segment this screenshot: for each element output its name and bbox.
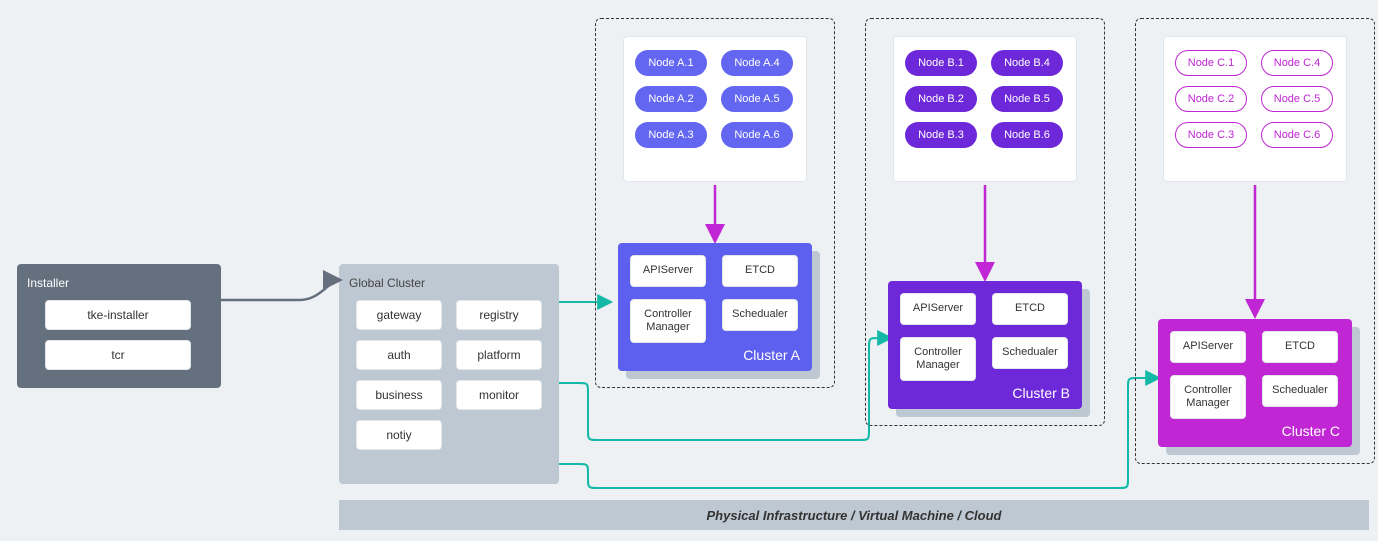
global-item-monitor: monitor	[456, 380, 542, 410]
global-cluster-box: Global Cluster	[339, 264, 559, 484]
cluster-A-comp-0: APIServer	[630, 255, 706, 287]
node-B-2: Node B.2	[905, 86, 977, 112]
node-B-6: Node B.6	[991, 122, 1063, 148]
cluster-B-comp-1: ETCD	[992, 293, 1068, 325]
node-C-6: Node C.6	[1261, 122, 1333, 148]
node-B-1: Node B.1	[905, 50, 977, 76]
node-A-5: Node A.5	[721, 86, 793, 112]
node-A-6: Node A.6	[721, 122, 793, 148]
cluster-A-comp-1: ETCD	[722, 255, 798, 287]
global-item-registry: registry	[456, 300, 542, 330]
node-B-5: Node B.5	[991, 86, 1063, 112]
node-C-4: Node C.4	[1261, 50, 1333, 76]
cluster-C-comp-0: APIServer	[1170, 331, 1246, 363]
global-cluster-title: Global Cluster	[349, 276, 425, 290]
cluster-B-comp-0: APIServer	[900, 293, 976, 325]
node-C-1: Node C.1	[1175, 50, 1247, 76]
cluster-A-comp-2: Controller Manager	[630, 299, 706, 343]
global-item-business: business	[356, 380, 442, 410]
global-item-auth: auth	[356, 340, 442, 370]
cluster-C-comp-2: Controller Manager	[1170, 375, 1246, 419]
node-A-3: Node A.3	[635, 122, 707, 148]
node-C-2: Node C.2	[1175, 86, 1247, 112]
footer-infrastructure: Physical Infrastructure / Virtual Machin…	[339, 500, 1369, 530]
cluster-label-A: Cluster A	[618, 347, 800, 363]
global-item-gateway: gateway	[356, 300, 442, 330]
installer-title: Installer	[27, 276, 69, 290]
cluster-C-comp-1: ETCD	[1262, 331, 1338, 363]
cluster-B-comp-3: Schedualer	[992, 337, 1068, 369]
global-item-platform: platform	[456, 340, 542, 370]
cluster-A-comp-3: Schedualer	[722, 299, 798, 331]
cluster-C-comp-3: Schedualer	[1262, 375, 1338, 407]
cluster-label-B: Cluster B	[888, 385, 1070, 401]
node-A-2: Node A.2	[635, 86, 707, 112]
global-item-notiy: notiy	[356, 420, 442, 450]
installer-item-tke-installer: tke-installer	[45, 300, 191, 330]
node-B-4: Node B.4	[991, 50, 1063, 76]
cluster-label-C: Cluster C	[1158, 423, 1340, 439]
node-C-5: Node C.5	[1261, 86, 1333, 112]
installer-item-tcr: tcr	[45, 340, 191, 370]
node-B-3: Node B.3	[905, 122, 977, 148]
node-A-4: Node A.4	[721, 50, 793, 76]
node-A-1: Node A.1	[635, 50, 707, 76]
node-C-3: Node C.3	[1175, 122, 1247, 148]
cluster-B-comp-2: Controller Manager	[900, 337, 976, 381]
